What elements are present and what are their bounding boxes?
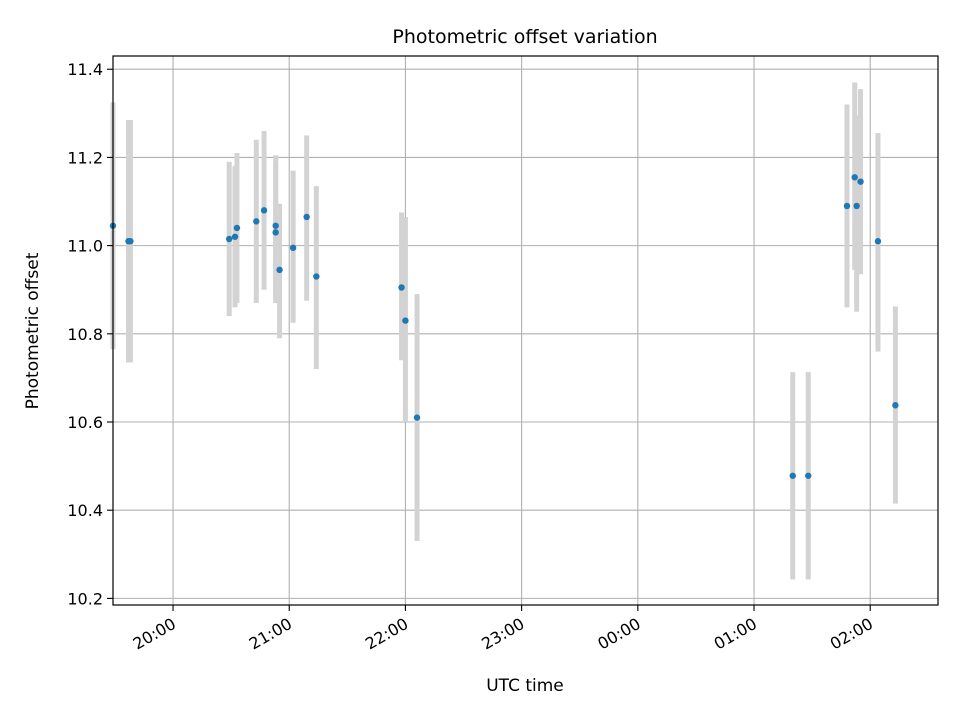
data-point [233,224,241,232]
data-point [272,222,279,229]
data-point [231,233,239,240]
y-tick-label: 11.2 [67,148,103,167]
data-point [313,273,320,280]
y-tick-label: 11.4 [67,60,103,79]
data-point [874,238,882,245]
data-point [260,207,268,214]
data-point [253,218,260,225]
data-point [398,284,405,291]
data-point [851,174,858,181]
data-point [857,178,864,185]
y-tick-label: 10.4 [67,501,103,520]
y-axis-ticks: 10.2 10.4 10.6 10.8 11.0 11.2 11.4 [67,60,113,608]
data-point [413,414,421,421]
data-point [272,229,279,236]
data-point [789,472,796,479]
data-point [276,266,283,274]
data-point [805,472,812,479]
grid-lines [113,56,938,605]
data-point [843,202,851,210]
data-point [853,202,860,210]
chart-title: Photometric offset variation [392,26,657,48]
y-axis-title: Photometric offset [23,252,43,409]
data-point [127,238,134,245]
data-points [109,174,899,479]
x-axis-title: UTC time [486,676,564,696]
y-tick-label: 10.8 [67,325,103,344]
y-tick-label: 10.2 [67,589,103,608]
data-point [289,244,297,252]
y-tick-label: 11.0 [67,237,103,256]
y-tick-label: 10.6 [67,413,103,432]
plot-frame [112,55,939,606]
data-point [303,213,310,221]
data-point [402,317,409,324]
data-point [225,235,233,243]
data-point [892,402,899,409]
